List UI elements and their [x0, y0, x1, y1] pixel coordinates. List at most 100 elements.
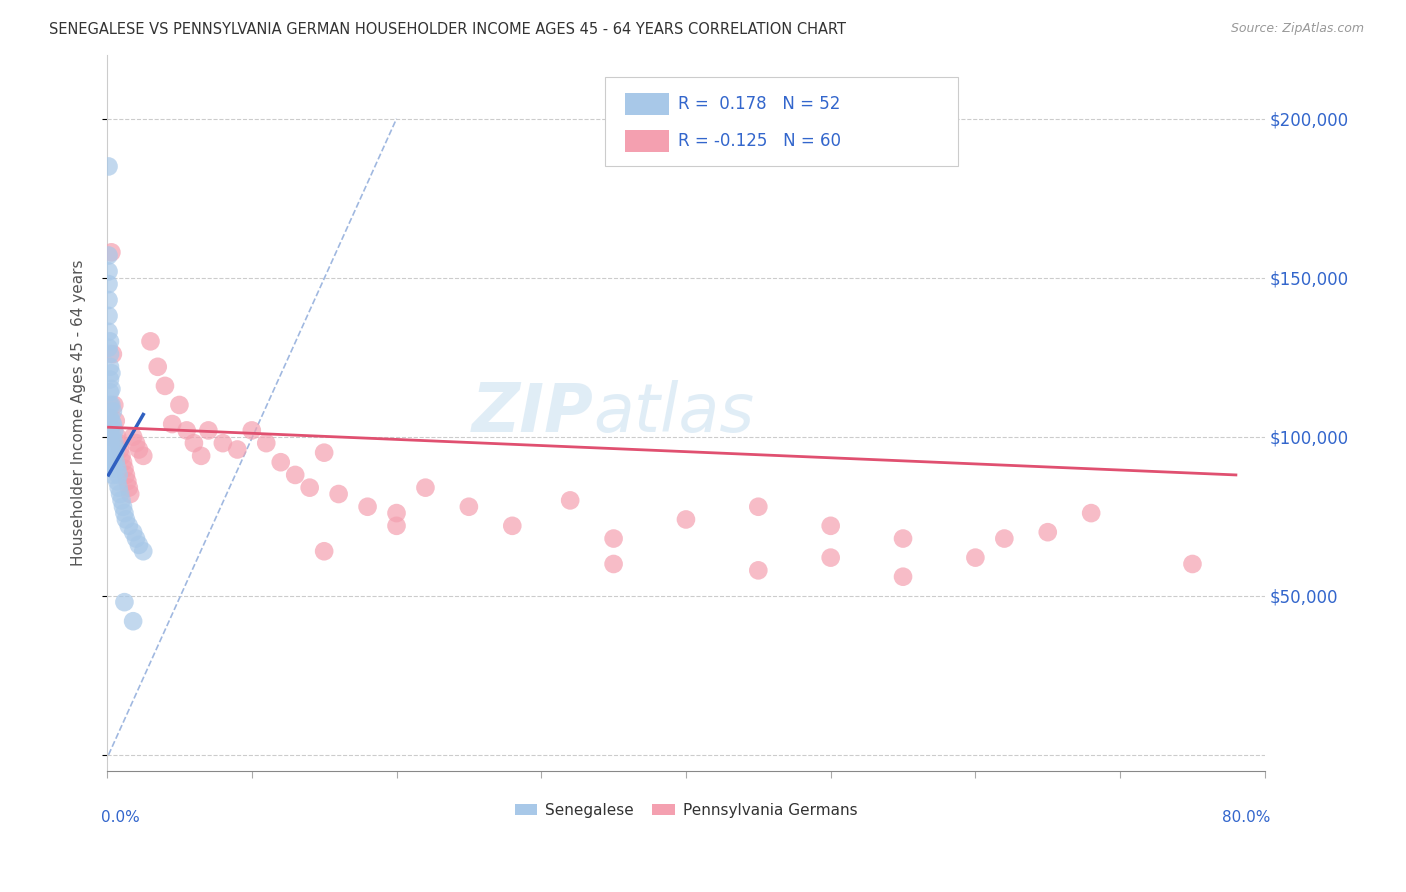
Point — [100, 245, 122, 260]
Point — [602, 557, 624, 571]
Point — [97, 277, 120, 292]
Text: ZIP: ZIP — [471, 380, 593, 446]
Point — [820, 518, 842, 533]
Point — [108, 442, 131, 457]
Point — [197, 424, 219, 438]
Point — [211, 436, 233, 450]
Point — [111, 500, 134, 514]
Point — [97, 341, 120, 355]
Point — [97, 293, 120, 307]
Point — [128, 442, 150, 457]
Point — [169, 398, 191, 412]
Point — [101, 417, 124, 431]
Point — [104, 442, 127, 457]
Point — [226, 442, 249, 457]
Point — [457, 500, 479, 514]
Point — [98, 398, 121, 412]
Point — [270, 455, 292, 469]
Point — [101, 467, 124, 482]
Point — [993, 532, 1015, 546]
Point — [415, 481, 437, 495]
Point — [117, 475, 139, 489]
Point — [100, 445, 122, 459]
Point — [98, 436, 121, 450]
Text: R = -0.125   N = 60: R = -0.125 N = 60 — [678, 132, 841, 150]
Point — [254, 436, 277, 450]
Point — [747, 500, 769, 514]
Point — [965, 550, 987, 565]
Point — [118, 518, 141, 533]
Point — [1181, 557, 1204, 571]
Point — [602, 532, 624, 546]
Point — [98, 430, 121, 444]
Point — [101, 430, 124, 444]
Point — [97, 264, 120, 278]
Point — [110, 493, 132, 508]
Point — [103, 398, 125, 412]
Point — [101, 404, 124, 418]
Point — [104, 455, 127, 469]
Point — [120, 487, 142, 501]
Point — [132, 544, 155, 558]
Point — [97, 325, 120, 339]
Point — [314, 445, 336, 459]
Point — [560, 493, 582, 508]
Point — [101, 455, 124, 469]
Text: 0.0%: 0.0% — [101, 810, 141, 825]
Point — [891, 570, 914, 584]
Point — [105, 461, 128, 475]
Point — [107, 481, 129, 495]
Point — [284, 467, 307, 482]
Text: R =  0.178   N = 52: R = 0.178 N = 52 — [678, 95, 841, 112]
Point — [100, 430, 122, 444]
Point — [139, 334, 162, 349]
Point — [125, 436, 148, 450]
Point — [501, 518, 523, 533]
Text: atlas: atlas — [593, 380, 755, 446]
Text: Source: ZipAtlas.com: Source: ZipAtlas.com — [1230, 22, 1364, 36]
Text: SENEGALESE VS PENNSYLVANIA GERMAN HOUSEHOLDER INCOME AGES 45 - 64 YEARS CORRELAT: SENEGALESE VS PENNSYLVANIA GERMAN HOUSEH… — [49, 22, 846, 37]
Point — [328, 487, 350, 501]
Point — [98, 359, 121, 374]
Point — [111, 455, 134, 469]
Point — [98, 385, 121, 400]
Point — [108, 487, 131, 501]
Point — [122, 525, 145, 540]
Point — [190, 449, 212, 463]
Point — [101, 347, 124, 361]
Point — [98, 424, 121, 438]
Point — [98, 372, 121, 386]
Point — [97, 424, 120, 438]
Point — [122, 430, 145, 444]
Point — [820, 550, 842, 565]
Point — [100, 398, 122, 412]
FancyBboxPatch shape — [605, 77, 957, 166]
Point — [114, 461, 136, 475]
Point — [100, 382, 122, 396]
Point — [100, 414, 122, 428]
Point — [891, 532, 914, 546]
Point — [1036, 525, 1059, 540]
Point — [356, 500, 378, 514]
Point — [103, 449, 125, 463]
Point — [298, 481, 321, 495]
Point — [128, 538, 150, 552]
Point — [160, 417, 183, 431]
Point — [107, 467, 129, 482]
Point — [101, 442, 124, 457]
Point — [747, 563, 769, 577]
Point — [97, 160, 120, 174]
Point — [114, 595, 136, 609]
FancyBboxPatch shape — [624, 93, 669, 114]
Point — [132, 449, 155, 463]
Point — [104, 414, 127, 428]
Point — [176, 424, 198, 438]
Point — [115, 512, 138, 526]
Point — [110, 449, 132, 463]
Point — [115, 467, 138, 482]
Point — [314, 544, 336, 558]
Point — [100, 461, 122, 475]
Point — [675, 512, 697, 526]
Point — [122, 614, 145, 628]
FancyBboxPatch shape — [624, 130, 669, 152]
